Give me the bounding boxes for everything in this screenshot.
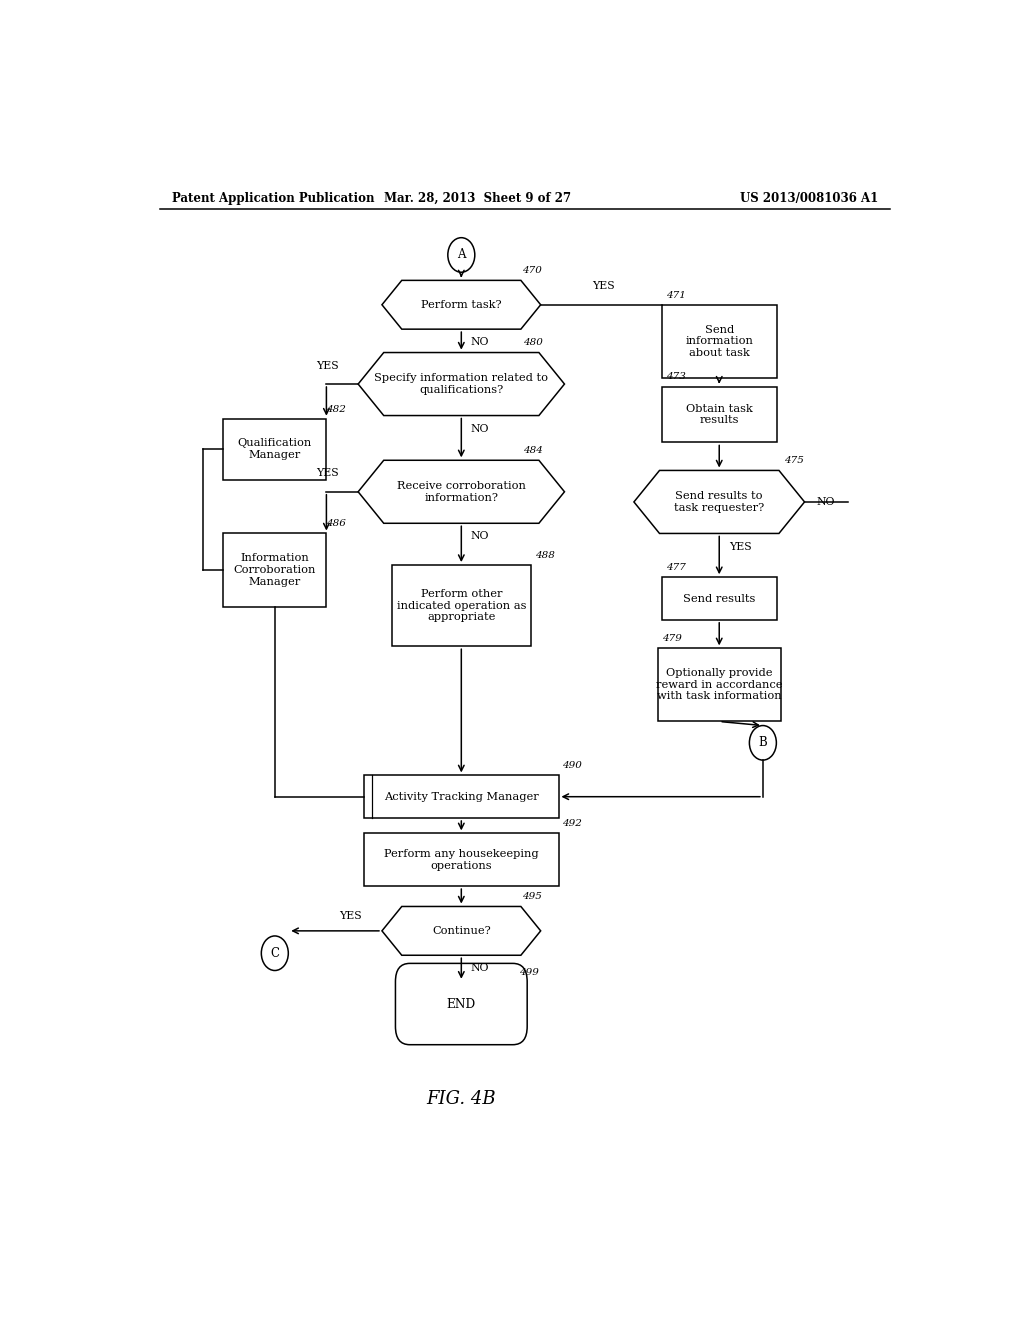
Text: Send
information
about task: Send information about task [685, 325, 754, 358]
Text: 482: 482 [327, 404, 346, 413]
Text: US 2013/0081036 A1: US 2013/0081036 A1 [739, 191, 878, 205]
Text: 477: 477 [666, 564, 685, 572]
Text: YES: YES [340, 911, 362, 920]
Text: 471: 471 [666, 290, 685, 300]
Text: 473: 473 [666, 372, 685, 381]
Text: Qualification
Manager: Qualification Manager [238, 438, 312, 459]
Text: YES: YES [729, 541, 752, 552]
Text: NO: NO [816, 496, 835, 507]
Text: Send results to
task requester?: Send results to task requester? [674, 491, 764, 512]
Text: Activity Tracking Manager: Activity Tracking Manager [384, 792, 539, 801]
Bar [662, 387, 777, 442]
Text: NO: NO [471, 964, 489, 973]
Text: 475: 475 [784, 457, 804, 466]
Text: NO: NO [471, 532, 489, 541]
Text: 480: 480 [523, 338, 543, 347]
Text: 490: 490 [562, 762, 583, 771]
Text: Mar. 28, 2013  Sheet 9 of 27: Mar. 28, 2013 Sheet 9 of 27 [384, 191, 570, 205]
Text: Specify information related to
qualifications?: Specify information related to qualifica… [375, 374, 548, 395]
Bar [392, 565, 530, 647]
Text: A: A [457, 248, 466, 261]
Bar [662, 577, 777, 620]
Text: 499: 499 [519, 968, 539, 977]
Text: 484: 484 [523, 446, 543, 455]
Bar [662, 305, 777, 378]
Text: END: END [446, 998, 476, 1011]
Text: 492: 492 [562, 820, 583, 828]
Bar [365, 775, 558, 818]
Text: Receive corroboration
information?: Receive corroboration information? [397, 480, 525, 503]
Text: C: C [270, 946, 280, 960]
Text: Optionally provide
reward in accordance
with task information: Optionally provide reward in accordance … [656, 668, 782, 701]
Text: Send results: Send results [683, 594, 756, 603]
Text: YES: YES [315, 360, 338, 371]
Text: FIG. 4B: FIG. 4B [427, 1089, 496, 1107]
Text: YES: YES [315, 469, 338, 478]
Text: Perform other
indicated operation as
appropriate: Perform other indicated operation as app… [396, 589, 526, 622]
Bar [365, 833, 558, 886]
Text: 495: 495 [521, 892, 542, 902]
Text: YES: YES [592, 281, 614, 292]
Text: NO: NO [471, 424, 489, 434]
Text: Perform any housekeeping
operations: Perform any housekeeping operations [384, 849, 539, 870]
Text: 470: 470 [521, 267, 542, 276]
Text: B: B [759, 737, 767, 750]
Text: Obtain task
results: Obtain task results [686, 404, 753, 425]
Bar [657, 648, 780, 722]
Text: Information
Corroboration
Manager: Information Corroboration Manager [233, 553, 316, 586]
Bar [223, 533, 327, 607]
Text: Continue?: Continue? [432, 925, 490, 936]
Text: NO: NO [471, 338, 489, 347]
Text: Patent Application Publication: Patent Application Publication [172, 191, 374, 205]
Text: Perform task?: Perform task? [421, 300, 502, 310]
Text: 479: 479 [662, 634, 682, 643]
Text: 486: 486 [327, 519, 346, 528]
Bar [223, 418, 327, 479]
Text: 488: 488 [535, 550, 555, 560]
